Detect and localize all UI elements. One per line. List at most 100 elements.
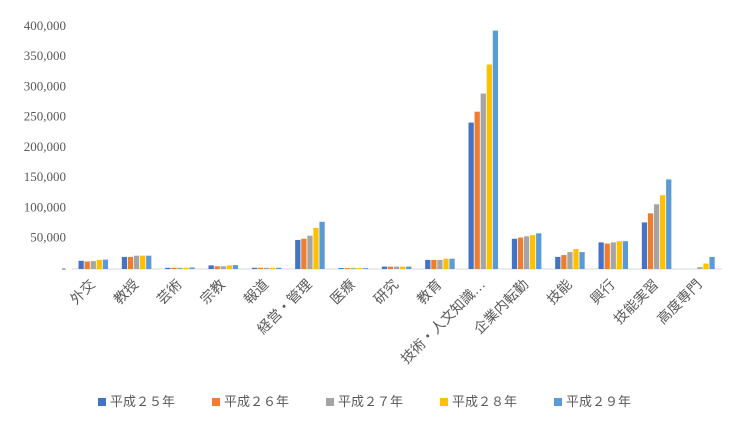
bar xyxy=(90,261,96,269)
y-tick-label: 200,000 xyxy=(24,139,66,154)
legend-label: 平成２６年 xyxy=(224,394,289,409)
x-tick-label: 医療 xyxy=(327,276,359,308)
bar xyxy=(622,241,629,269)
bar xyxy=(276,267,282,269)
bar xyxy=(492,30,499,269)
bar xyxy=(146,255,152,269)
bar xyxy=(449,258,455,269)
bar xyxy=(567,252,573,269)
bar xyxy=(387,266,394,269)
bar xyxy=(127,256,134,269)
x-tick-label: 外交 xyxy=(67,276,99,308)
bar xyxy=(301,238,307,269)
y-tick-label: 250,000 xyxy=(24,109,66,124)
bar xyxy=(480,93,486,269)
legend-swatch xyxy=(554,398,562,406)
legend-label: 平成２７年 xyxy=(338,394,403,409)
bar xyxy=(647,213,654,269)
bar xyxy=(523,236,530,269)
bar xyxy=(307,235,313,269)
bar xyxy=(350,268,356,269)
legend-label: 平成２８年 xyxy=(452,394,517,409)
y-tick-label: 300,000 xyxy=(24,78,66,93)
bar xyxy=(653,204,660,269)
bar xyxy=(486,64,492,269)
legend-swatch xyxy=(98,398,106,406)
x-tick-label: 高度専門 xyxy=(654,276,706,328)
bar xyxy=(121,256,128,269)
bar xyxy=(251,267,258,269)
bar xyxy=(165,267,171,269)
x-tick-label: 技能 xyxy=(544,277,575,308)
bar xyxy=(660,195,666,269)
bar xyxy=(431,259,437,269)
bar xyxy=(536,233,542,269)
bar xyxy=(437,259,443,269)
bar xyxy=(214,266,220,269)
bar xyxy=(400,266,406,269)
legend-label: 平成２５年 xyxy=(110,394,175,409)
bar xyxy=(344,268,350,269)
bar xyxy=(295,239,301,269)
bar xyxy=(270,267,276,269)
bar xyxy=(517,237,524,269)
x-tick-label: 研究 xyxy=(371,277,402,308)
x-tick-label: 興行 xyxy=(588,277,619,308)
bar xyxy=(319,221,325,269)
bar xyxy=(468,122,474,269)
x-tick-label: 技能実習 xyxy=(611,277,662,328)
x-tick-label: 教育 xyxy=(414,277,445,308)
bar xyxy=(598,242,604,269)
legend-swatch xyxy=(440,398,448,406)
bar xyxy=(171,267,177,269)
bar xyxy=(474,111,480,269)
y-tick-label: 350,000 xyxy=(24,48,66,63)
bar xyxy=(666,179,672,269)
bar xyxy=(555,256,561,269)
bar xyxy=(616,241,622,269)
bar xyxy=(226,265,232,269)
bar xyxy=(573,249,579,269)
bar xyxy=(102,259,109,269)
bar xyxy=(641,222,648,269)
y-tick-label: - xyxy=(62,260,66,275)
legend-label: 平成２９年 xyxy=(566,394,631,409)
y-tick-label: 150,000 xyxy=(24,169,66,184)
bar xyxy=(610,242,616,269)
bar xyxy=(96,259,102,269)
bar xyxy=(443,258,449,269)
bar xyxy=(406,266,412,269)
bar xyxy=(220,266,226,269)
bar xyxy=(709,256,715,269)
x-tick-label: 報道 xyxy=(241,277,272,308)
bar xyxy=(313,227,319,269)
bar xyxy=(189,267,195,269)
y-tick-label: 100,000 xyxy=(24,199,66,214)
legend-swatch xyxy=(212,398,220,406)
bar xyxy=(232,265,239,269)
bar xyxy=(393,266,400,269)
bar xyxy=(208,265,214,269)
x-tick-label: 芸術 xyxy=(154,277,185,308)
bar xyxy=(703,263,709,269)
bar xyxy=(177,267,183,269)
bar xyxy=(338,268,344,269)
bar xyxy=(356,268,362,269)
y-tick-label: 400,000 xyxy=(24,18,66,33)
bar xyxy=(697,267,703,269)
bar xyxy=(425,259,431,269)
bar xyxy=(381,266,388,269)
bar xyxy=(511,238,518,269)
x-tick-label: 宗教 xyxy=(198,277,229,308)
bar xyxy=(263,267,270,269)
bar xyxy=(604,243,610,269)
bar xyxy=(84,261,90,269)
bar xyxy=(183,267,189,269)
bar xyxy=(530,235,536,269)
bar xyxy=(362,268,369,269)
legend-swatch xyxy=(326,398,334,406)
y-tick-label: 50,000 xyxy=(30,230,66,245)
bar xyxy=(133,255,140,269)
bar xyxy=(78,260,84,269)
